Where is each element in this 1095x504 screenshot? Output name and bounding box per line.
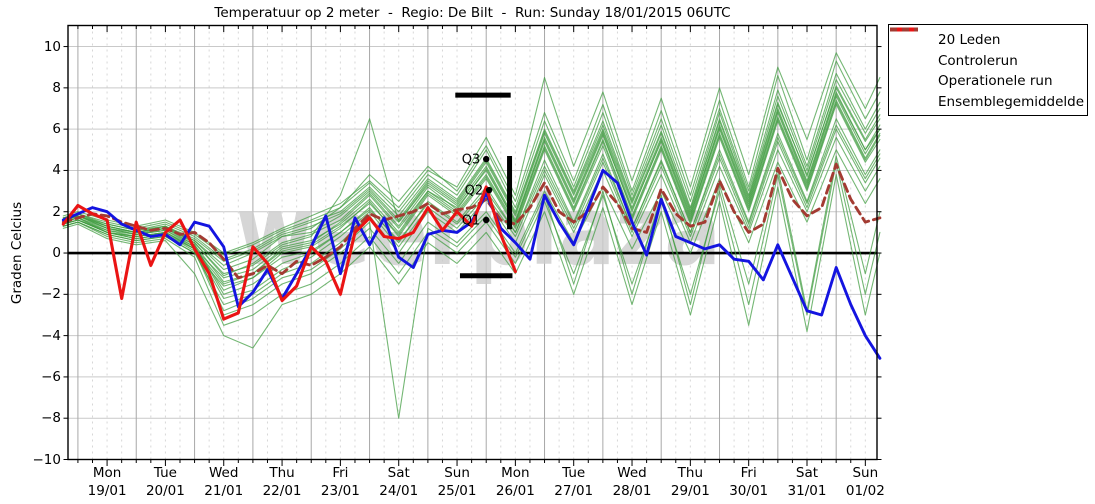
legend-line-sample: [890, 27, 927, 86]
operational-run-line: [61, 185, 517, 321]
x-date-label: 23/01: [320, 483, 360, 499]
ensemble-mean-line: [61, 162, 882, 280]
x-day-label: Mon: [501, 465, 530, 481]
y-tick-label: 6: [52, 121, 61, 138]
x-day-label: Tue: [562, 465, 586, 481]
ensemble-member-line: [62, 174, 881, 349]
legend-item: Controlerun: [890, 27, 1087, 72]
x-date-label: 21/01: [204, 483, 244, 499]
x-date-label: 22/01: [262, 483, 302, 499]
x-date-label: 20/01: [145, 483, 185, 499]
x-day-label: Tue: [153, 465, 177, 481]
x-day-label: Thu: [269, 465, 295, 481]
y-tick-label: −6: [41, 368, 61, 385]
y-tick-label: 4: [52, 162, 61, 179]
ensemble-member-line: [62, 128, 881, 300]
x-day-label: Thu: [677, 465, 704, 481]
x-date-label: 31/01: [787, 483, 827, 499]
y-tick-label: 2: [52, 203, 61, 220]
quartile-dot: [485, 186, 493, 194]
legend: 20 Leden Controlerun Operationele run Ensem…: [888, 24, 1088, 116]
legend-line-sample: [890, 27, 927, 106]
y-tick-label: −2: [41, 286, 61, 303]
legend-line-sample: [890, 28, 927, 45]
x-date-label: 19/01: [87, 483, 127, 499]
y-tick-label: 0: [52, 245, 61, 262]
legend-item: Ensemblegemiddelde: [890, 27, 1087, 113]
quartile-label: Q2: [465, 184, 484, 199]
x-date-label: 30/01: [729, 483, 769, 499]
x-day-label: Fri: [740, 465, 757, 481]
x-date-label: 28/01: [612, 483, 652, 499]
quartile-label: Q1: [462, 213, 481, 228]
y-tick-label: −10: [32, 451, 62, 468]
x-date-label: 26/01: [495, 483, 535, 499]
ensemble-member-line: [62, 155, 881, 419]
y-tick-label: −4: [41, 327, 61, 344]
x-date-label: 24/01: [379, 483, 419, 499]
x-date-label: 25/01: [437, 483, 477, 499]
legend-item: 20 Leden: [890, 28, 1087, 51]
x-day-label: Sun: [852, 465, 879, 481]
legend-label: Ensemblegemiddelde: [938, 93, 1085, 110]
x-date-label: 29/01: [670, 483, 710, 499]
x-date-label: 27/01: [554, 483, 594, 499]
y-tick-label: −8: [41, 410, 61, 427]
x-day-label: Mon: [92, 465, 122, 481]
x-day-label: Sat: [795, 465, 819, 481]
x-day-label: Wed: [209, 465, 239, 481]
legend-label: Controlerun: [938, 52, 1018, 69]
plot-frame: [67, 24, 878, 461]
y-tick-label: 10: [43, 38, 61, 55]
x-day-label: Wed: [617, 465, 647, 481]
legend-label: Operationele run: [938, 73, 1053, 90]
ensemble-member-line: [62, 161, 881, 326]
quartile-dot: [483, 155, 490, 163]
x-date-label: 01/02: [845, 483, 885, 499]
y-tick-label: 8: [52, 79, 61, 96]
legend-label: 20 Leden: [938, 32, 1001, 49]
legend-line-sample: [890, 27, 927, 65]
x-day-label: Fri: [332, 465, 349, 481]
x-day-label: Sun: [444, 465, 470, 481]
quartile-dot: [483, 216, 490, 224]
legend-item: Operationele run: [890, 27, 1087, 92]
chart-title: Temperatuur op 2 meter - Regio: De Bilt …: [214, 5, 731, 21]
quartile-label: Q3: [462, 153, 481, 168]
x-day-label: Sat: [387, 465, 410, 481]
